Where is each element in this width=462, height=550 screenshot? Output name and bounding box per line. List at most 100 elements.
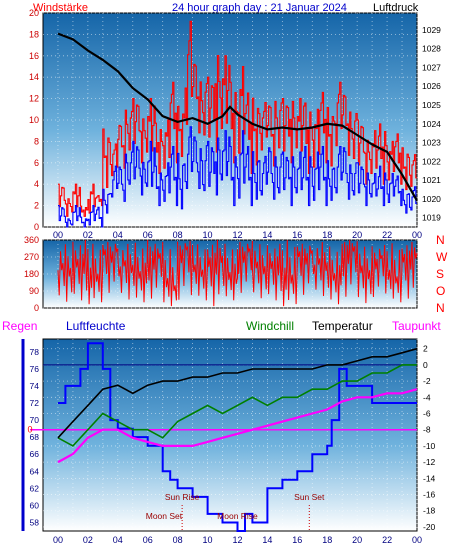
humidity-tick-label: 62 bbox=[30, 483, 40, 493]
pressure-tick-label: 1029 bbox=[422, 25, 441, 35]
pressure-tick-label: 1022 bbox=[422, 156, 441, 166]
time-tick-label: 00 bbox=[412, 230, 422, 240]
wind-speed-line bbox=[58, 20, 417, 217]
temperature-tick-label: -8 bbox=[423, 425, 431, 435]
time-tick-label: 10 bbox=[203, 230, 213, 240]
compass-tick-label: O bbox=[436, 284, 445, 298]
temperature-tick-label: -2 bbox=[423, 376, 431, 386]
time-tick-label: 18 bbox=[322, 230, 332, 240]
temp-humidity-series bbox=[57, 342, 418, 532]
temp-humidity-grid bbox=[30, 339, 418, 531]
time-tick-label: 04 bbox=[113, 535, 123, 545]
wind-tick-label: 20 bbox=[29, 8, 39, 18]
moon-sun-annotations: Moon Set Sun Rise Moon Rise Sun Set bbox=[146, 492, 325, 531]
humidity-tick-label: 70 bbox=[30, 415, 40, 425]
wind-gust-line bbox=[58, 126, 417, 228]
legend-taupunkt: Taupunkt bbox=[392, 319, 441, 333]
humidity-tick-label: 78 bbox=[30, 347, 40, 357]
humidity-tick-label: 72 bbox=[30, 398, 40, 408]
legend-luftfeuchte: Luftfeuchte bbox=[66, 319, 126, 333]
compass-tick-label: S bbox=[436, 267, 444, 281]
wind-tick-label: 16 bbox=[29, 51, 39, 61]
direction-tick-label: 0 bbox=[34, 303, 39, 313]
humidity-tick-label: 60 bbox=[30, 500, 40, 510]
humidity-tick-label: 76 bbox=[30, 364, 40, 374]
time-tick-label: 06 bbox=[143, 230, 153, 240]
wind-direction-line bbox=[57, 239, 418, 307]
pressure-line bbox=[57, 32, 418, 202]
time-tick-label: 22 bbox=[382, 535, 392, 545]
pressure-axis-ticks: 1019 1020 1021 1022 1023 1024 1025 1026 1027 1028… bbox=[422, 25, 441, 223]
time-tick-label: 00 bbox=[53, 230, 63, 240]
temperature-tick-label: -18 bbox=[423, 506, 436, 516]
time-tick-label: 16 bbox=[292, 230, 302, 240]
time-tick-label: 10 bbox=[203, 535, 213, 545]
wind-direction-series bbox=[57, 239, 418, 307]
pressure-tick-label: 1021 bbox=[422, 175, 441, 185]
graph-title: 24 hour graph day : 21 Januar 2024 bbox=[172, 2, 347, 14]
wind-tick-label: 4 bbox=[34, 179, 39, 189]
pressure-tick-label: 1027 bbox=[422, 62, 441, 72]
direction-tick-label: 360 bbox=[24, 235, 39, 245]
pressure-tick-label: 1023 bbox=[422, 138, 441, 148]
time-axis-ticks-3: 00 02 04 06 08 10 12 14 16 18 20 22 00 bbox=[53, 535, 422, 545]
temperature-tick-label: -20 bbox=[423, 522, 436, 532]
time-tick-label: 06 bbox=[143, 535, 153, 545]
wind-axis-ticks: 0 2 4 6 8 10 12 14 16 18 20 bbox=[29, 8, 39, 232]
direction-tick-label: 270 bbox=[24, 252, 39, 262]
humidity-tick-label: 68 bbox=[30, 432, 40, 442]
time-axis-ticks-1: 00 02 04 06 08 10 12 14 16 18 20 22 00 bbox=[53, 230, 422, 240]
compass-tick-label: N bbox=[436, 301, 445, 315]
pressure-tick-label: 1024 bbox=[422, 119, 441, 129]
time-tick-label: 22 bbox=[382, 230, 392, 240]
wind-axis-label: Windstärke bbox=[33, 2, 88, 14]
compass-tick-label: N bbox=[436, 233, 445, 247]
annotation-label: Moon Set bbox=[146, 511, 183, 521]
time-tick-label: 20 bbox=[352, 535, 362, 545]
temperature-tick-label: 0 bbox=[423, 360, 428, 370]
direction-axis-ticks: 0 90 180 270 360 bbox=[24, 235, 39, 313]
pressure-tick-label: 1020 bbox=[422, 194, 441, 204]
legend-temperatur: Temperatur bbox=[312, 319, 373, 333]
time-tick-label: 02 bbox=[83, 230, 93, 240]
temperature-tick-label: 2 bbox=[423, 344, 428, 354]
temperature-tick-label: -16 bbox=[423, 490, 436, 500]
temperature-tick-label: -6 bbox=[423, 409, 431, 419]
series-luftfeuchte bbox=[58, 342, 417, 532]
annotation-label: Sun Set bbox=[294, 492, 325, 502]
time-tick-label: 08 bbox=[173, 535, 183, 545]
time-tick-label: 04 bbox=[113, 230, 123, 240]
rain-tick-label: 0 bbox=[27, 425, 32, 435]
humidity-tick-label: 64 bbox=[30, 466, 40, 476]
series-taupunkt bbox=[57, 388, 418, 464]
temperature-tick-label: -12 bbox=[423, 457, 436, 467]
time-tick-label: 20 bbox=[352, 230, 362, 240]
wind-tick-label: 18 bbox=[29, 29, 39, 39]
wind-tick-label: 6 bbox=[34, 158, 39, 168]
wind-tick-label: 8 bbox=[34, 136, 39, 146]
series-windchill bbox=[57, 364, 417, 447]
series-temperatur bbox=[57, 347, 418, 439]
pressure-tick-label: 1025 bbox=[422, 100, 441, 110]
wind-tick-label: 10 bbox=[29, 115, 39, 125]
time-tick-label: 00 bbox=[412, 535, 422, 545]
pressure-axis-label: Luftdruck bbox=[373, 2, 419, 14]
temperature-tick-label: -14 bbox=[423, 473, 436, 483]
humidity-tick-label: 66 bbox=[30, 449, 40, 459]
direction-tick-label: 180 bbox=[24, 269, 39, 279]
pressure-tick-label: 1026 bbox=[422, 81, 441, 91]
pressure-tick-label: 1019 bbox=[422, 213, 441, 223]
humidity-axis-ticks: 58 60 62 64 66 68 70 72 74 76 78 bbox=[30, 347, 40, 528]
time-tick-label: 12 bbox=[232, 535, 242, 545]
pressure-tick-label: 1028 bbox=[422, 44, 441, 54]
wind-direction-grid bbox=[43, 239, 418, 309]
time-tick-label: 12 bbox=[232, 230, 242, 240]
time-tick-label: 02 bbox=[83, 535, 93, 545]
time-tick-label: 08 bbox=[173, 230, 183, 240]
time-tick-label: 14 bbox=[262, 230, 272, 240]
humidity-tick-label: 74 bbox=[30, 381, 40, 391]
rain-axis-ticks: 0 bbox=[27, 425, 32, 435]
